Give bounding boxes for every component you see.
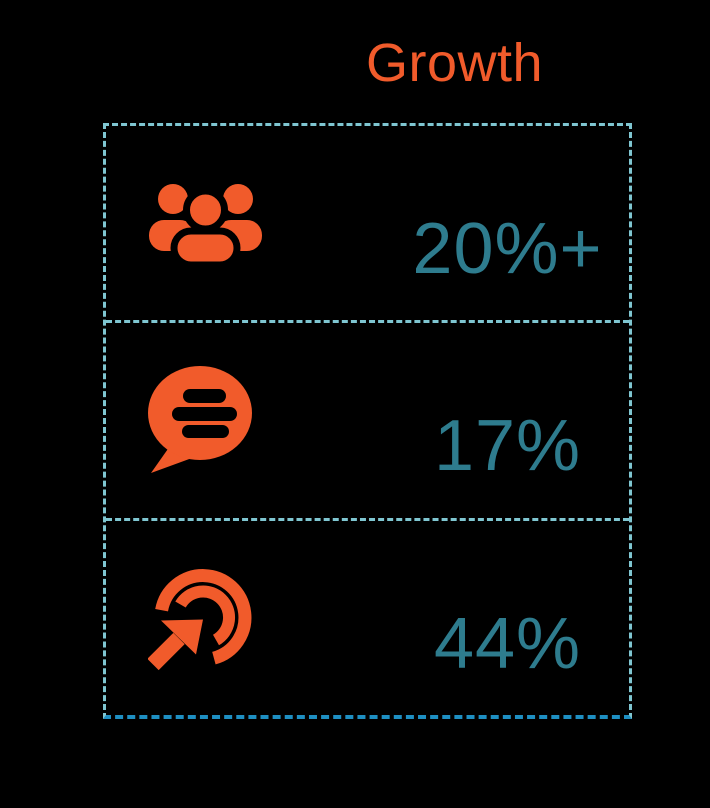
- click-target-icon: [147, 565, 253, 670]
- growth-value: 44%: [433, 603, 582, 684]
- table-row: 44%: [106, 517, 629, 715]
- chat-bubble-icon: [148, 366, 253, 474]
- users-group-icon: [148, 178, 263, 269]
- growth-value: 20%+: [412, 209, 603, 290]
- growth-value: 17%: [433, 406, 582, 487]
- table-row: 20%+: [106, 126, 629, 320]
- growth-table: 20%+ 17%: [103, 123, 632, 719]
- table-row: 17%: [106, 320, 629, 517]
- growth-column-header: Growth: [366, 33, 544, 93]
